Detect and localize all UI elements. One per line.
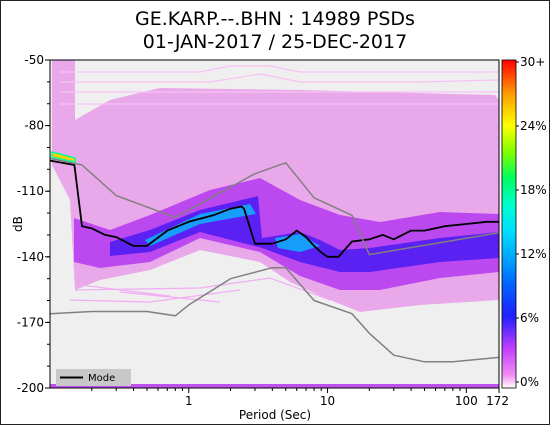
psd-density <box>50 60 499 388</box>
x-tick-label: 100 <box>455 394 478 408</box>
colorbar-tick-label: 12% <box>520 247 547 261</box>
density-peak-band <box>145 204 320 252</box>
legend-box <box>56 369 131 386</box>
colorbar-tick-label: 24% <box>520 119 547 133</box>
density-lines-upper <box>60 65 499 105</box>
x-tick-label: 10 <box>320 394 335 408</box>
percentile-line-2 <box>50 266 499 363</box>
y-axis-label: dB <box>11 216 25 232</box>
series-group <box>50 157 499 363</box>
density-floor <box>50 384 499 388</box>
x-axis: 1 10 100 172 <box>91 388 509 408</box>
colorbar-tick-label: 18% <box>520 183 547 197</box>
x-tick-label: 1 <box>185 394 193 408</box>
y-tick-label: -80 <box>24 119 44 133</box>
plot-border <box>49 59 500 389</box>
colorbar-tick-label: 30+ <box>520 55 545 69</box>
colorbar-tick-label: 0% <box>520 375 539 389</box>
mode-line <box>50 159 499 258</box>
y-tick-label: -140 <box>17 250 44 264</box>
legend-mode-label: Mode <box>88 373 115 384</box>
colorbar-gradient <box>501 59 517 389</box>
density-start-spot <box>51 151 76 163</box>
x-tick-label: 172 <box>486 394 509 408</box>
density-low-lines <box>69 277 331 303</box>
chart-title: GE.KARP.--.BHN : 14989 PSDs <box>135 8 415 30</box>
percentile-line-1 <box>50 157 499 256</box>
colorbar-ticks: 0% 6% 12% 18% 24% 30+ <box>516 55 547 389</box>
y-tick-label: -200 <box>17 381 44 395</box>
x-axis-label: Period (Sec) <box>239 408 311 422</box>
y-axis: -50 -80 -110 -140 -170 -200 <box>17 53 50 395</box>
y-tick-label: -50 <box>24 53 44 67</box>
y-tick-label: -110 <box>17 184 44 198</box>
y-tick-label: -170 <box>17 315 44 329</box>
colorbar-tick-label: 6% <box>520 311 539 325</box>
chart-subtitle: 01-JAN-2017 / 25-DEC-2017 <box>143 31 407 53</box>
legend: Mode <box>56 369 131 386</box>
colorbar: 0% 6% 12% 18% 24% 30+ <box>501 55 547 389</box>
